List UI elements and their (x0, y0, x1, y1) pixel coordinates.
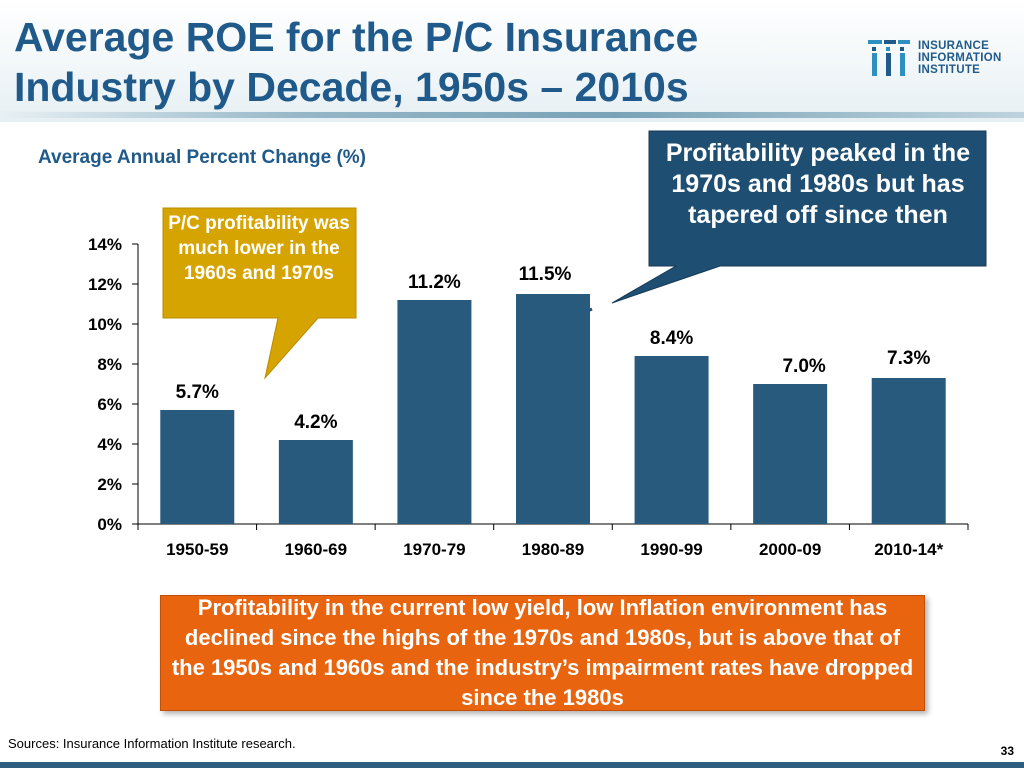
data-label: 5.7% (176, 382, 219, 403)
y-tick-label: 6% (97, 395, 122, 414)
chart-subtitle: Average Annual Percent Change (%) (38, 147, 367, 168)
y-tick-label: 14% (88, 235, 122, 254)
x-tick-label: 1970-79 (403, 540, 465, 559)
data-label: 4.2% (294, 412, 337, 433)
y-tick-label: 10% (88, 315, 122, 334)
callout-left-box (162, 207, 357, 380)
y-tick-label: 4% (97, 435, 122, 454)
footer-bar (0, 762, 1024, 768)
bar-1990-99 (634, 356, 709, 524)
y-tick-label: 8% (97, 355, 122, 374)
logo-line-1: INSURANCE (918, 40, 990, 52)
iii-logo-text: INSURANCE INFORMATION INSTITUTE (918, 40, 1002, 76)
logo-line-2: INFORMATION (918, 52, 1002, 64)
summary-text: Profitability in the current low yield, … (171, 595, 914, 710)
x-tick-label: 1980-89 (522, 540, 584, 559)
bar-2010-14* (871, 378, 946, 524)
slide-title: Average ROE for the P/C Insurance Indust… (14, 14, 699, 110)
x-tick-label: 2000-09 (759, 540, 821, 559)
bar-1980-89 (516, 294, 590, 524)
x-tick-label: 1960-69 (285, 540, 347, 559)
y-tick-label: 0% (97, 515, 122, 534)
summary-box: Profitability in the current low yield, … (160, 595, 925, 711)
bar-1970-79 (397, 300, 472, 524)
callout-left-text: P/C profitability was much lower in the … (168, 213, 350, 284)
iii-logo-icon (868, 40, 910, 76)
y-tick-label: 2% (97, 475, 122, 494)
bar-1950-59 (160, 410, 235, 524)
callout-right-text: Profitability peaked in the 1970s and 19… (665, 139, 971, 229)
logo-line-3: INSTITUTE (918, 64, 981, 76)
callout-right-box (611, 130, 987, 304)
page-number: 33 (1000, 744, 1014, 758)
header-divider (0, 112, 1024, 118)
data-label: 11.5% (519, 264, 572, 285)
x-tick-label: 2010-14* (874, 540, 943, 559)
header-band (0, 0, 1024, 122)
iii-logo: INSURANCE INFORMATION INSTITUTE (868, 38, 1002, 78)
y-tick-label: 12% (88, 275, 122, 294)
x-tick-label: 1950-59 (166, 540, 228, 559)
data-label: 8.4% (650, 328, 693, 349)
data-label: 7.0% (782, 356, 825, 377)
data-label: 7.3% (887, 348, 930, 369)
bar-2000-09 (753, 384, 828, 524)
x-tick-label: 1990-99 (640, 540, 702, 559)
data-label: 11.2% (408, 272, 461, 293)
bar-1960-69 (278, 440, 353, 524)
sources-note: Sources: Insurance Information Institute… (8, 736, 296, 751)
